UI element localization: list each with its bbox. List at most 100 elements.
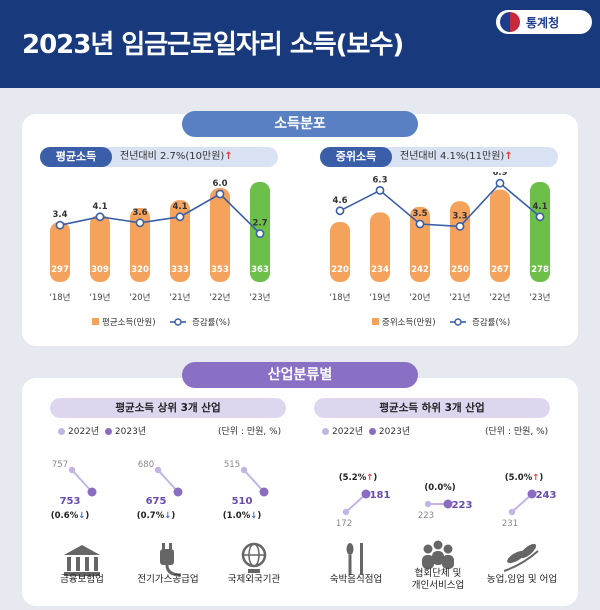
value-2022: 680 bbox=[138, 460, 154, 470]
page-title: 2023년 임금근로일자리 소득(보수) bbox=[22, 30, 404, 60]
plug-icon bbox=[162, 543, 165, 549]
rate-label: 4.1 bbox=[172, 202, 187, 212]
legend-line-label: 증감률(%) bbox=[192, 317, 230, 328]
change-label: (0.0%) bbox=[424, 483, 455, 493]
legend-bar-label: 중위소득(만원) bbox=[382, 318, 436, 328]
bar-value-label: 363 bbox=[251, 265, 269, 275]
legend-line-label: 증감률(%) bbox=[472, 317, 510, 328]
change-label: (5.2%↑) bbox=[339, 473, 378, 483]
people-icon bbox=[423, 544, 433, 554]
rate-line bbox=[339, 182, 541, 228]
bank-icon bbox=[64, 572, 100, 576]
header: 2023년 임금근로일자리 소득(보수) 통계청 bbox=[0, 0, 600, 88]
rate-point bbox=[255, 229, 265, 238]
point-2023 bbox=[173, 487, 183, 497]
rate-point bbox=[375, 185, 385, 195]
bottom3-tab: 평균소득 하위 3개 산업 bbox=[314, 398, 550, 418]
point-2022 bbox=[342, 508, 350, 516]
median-income-chart: 220 '18년 234 '19년 242 '20년 250 '21년 267 '22년 278 '2… bbox=[330, 172, 551, 328]
unit-top: (단위 : 만원, %) bbox=[218, 427, 282, 437]
bar-value-label: 242 bbox=[411, 265, 429, 275]
utensils-icon bbox=[348, 555, 352, 575]
rate-label: 3.3 bbox=[452, 211, 467, 221]
point-2022 bbox=[240, 466, 248, 474]
x-tick-label: '22년 bbox=[490, 292, 511, 303]
point-2023 bbox=[87, 487, 97, 497]
rate-point bbox=[215, 189, 225, 199]
rate-label: 4.6 bbox=[332, 196, 347, 206]
point-2023 bbox=[259, 487, 269, 497]
rate-point bbox=[335, 206, 345, 216]
rate-label: 2.7 bbox=[252, 219, 267, 229]
value-2022: 515 bbox=[224, 460, 240, 470]
x-tick-label: '19년 bbox=[370, 292, 391, 303]
bar bbox=[530, 182, 550, 282]
avg-income-label: 평균소득 bbox=[40, 147, 112, 167]
bar bbox=[130, 208, 150, 282]
industry-name: 전기가스공급업 bbox=[137, 573, 198, 585]
up-arrow-icon: ↑ bbox=[224, 151, 233, 162]
bar-value-label: 267 bbox=[491, 265, 509, 275]
change-line bbox=[243, 469, 265, 493]
value-2023: 223 bbox=[452, 500, 473, 511]
bar-value-label: 333 bbox=[171, 265, 189, 275]
value-2022: 223 bbox=[418, 511, 434, 521]
bank-icon bbox=[76, 557, 80, 571]
value-2022: 757 bbox=[52, 460, 68, 470]
bar-value-label: 297 bbox=[51, 265, 69, 275]
x-tick-label: '19년 bbox=[90, 292, 111, 303]
people-icon bbox=[422, 555, 434, 569]
bar bbox=[210, 188, 230, 282]
industry-name: 개인서비스업 bbox=[412, 579, 464, 591]
legend-bar-swatch bbox=[92, 318, 99, 325]
value-2022: 172 bbox=[336, 519, 352, 529]
value-2023: 243 bbox=[536, 490, 557, 501]
x-tick-label: '18년 bbox=[50, 292, 71, 303]
point-2022 bbox=[68, 466, 76, 474]
people-icon bbox=[433, 540, 443, 550]
globe-icon bbox=[248, 569, 260, 573]
rate-point bbox=[175, 212, 185, 222]
rate-point bbox=[535, 212, 545, 222]
median-income-tab: 중위소득 전년대비 4.1%(11만원)↑ bbox=[320, 147, 558, 167]
bar bbox=[90, 214, 110, 282]
bar-value-label: 320 bbox=[131, 265, 149, 275]
rate-label: 6.3 bbox=[372, 175, 387, 185]
bar-value-label: 309 bbox=[91, 265, 109, 275]
rate-point bbox=[95, 212, 105, 222]
median-income-label: 중위소득 bbox=[320, 147, 392, 167]
plug-icon bbox=[160, 549, 174, 565]
bank-icon bbox=[67, 557, 71, 571]
change-label: (0.6%↓) bbox=[51, 511, 90, 521]
taegeuk-logo-icon bbox=[500, 12, 520, 32]
rate-point bbox=[415, 219, 425, 229]
up-arrow-icon: ↑ bbox=[532, 473, 539, 483]
legend-top: 2022년 2023년 bbox=[58, 424, 146, 437]
rate-label: 4.1 bbox=[532, 202, 547, 212]
up-arrow-icon: ↑ bbox=[504, 151, 513, 162]
bar-value-label: 278 bbox=[531, 265, 549, 275]
change-label: (0.7%↓) bbox=[137, 511, 176, 521]
bar bbox=[170, 200, 190, 282]
rate-point bbox=[55, 220, 65, 230]
people-icon bbox=[432, 551, 444, 565]
x-tick-label: '23년 bbox=[250, 292, 271, 303]
rate-label: 3.6 bbox=[132, 208, 147, 218]
value-2023: 753 bbox=[60, 496, 81, 507]
avg-income-note: 전년대비 2.7%(10만원)↑ bbox=[120, 151, 233, 162]
logo: 통계청 bbox=[496, 10, 592, 34]
legend-bar-label: 평균소득(만원) bbox=[102, 317, 156, 328]
rate-point bbox=[495, 178, 505, 188]
leaf-icon bbox=[503, 550, 539, 572]
utensils-icon bbox=[346, 543, 354, 555]
industry-chart: 757 753 (0.6%↓) 금융보험업 680 675 (0.7%↓) 전기가스공급업 51… bbox=[51, 460, 557, 591]
x-tick-label: '22년 bbox=[210, 292, 231, 303]
point-2022 bbox=[508, 508, 516, 516]
bar-value-label: 353 bbox=[211, 265, 229, 275]
median-income-note: 전년대비 4.1%(11만원)↑ bbox=[400, 151, 513, 162]
industry-name: 금융보험업 bbox=[60, 573, 104, 585]
value-2023: 675 bbox=[146, 496, 167, 507]
industry-name: 농업,임업 및 어업 bbox=[487, 573, 557, 585]
logo-text: 통계청 bbox=[526, 16, 560, 30]
bank-icon bbox=[85, 557, 89, 571]
